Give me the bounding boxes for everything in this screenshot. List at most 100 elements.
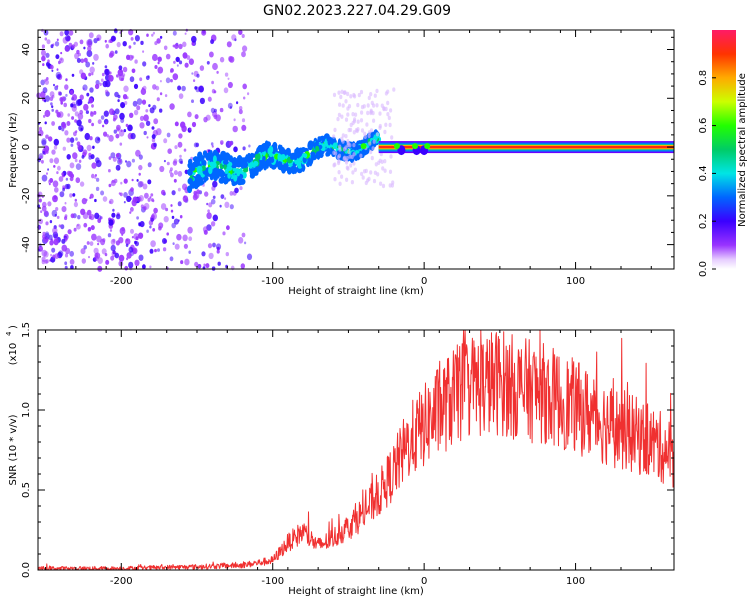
trace-blob	[276, 161, 283, 168]
noise-speck	[141, 99, 147, 105]
noise-speck	[72, 152, 78, 160]
noise-speck	[142, 50, 145, 53]
noise-speck	[210, 198, 216, 205]
noise-speck	[198, 85, 204, 93]
noise-speck	[134, 241, 139, 247]
trace-halo	[341, 139, 345, 144]
noise-speck	[70, 265, 74, 270]
noise-speck	[76, 119, 82, 127]
noise-speck	[142, 61, 147, 67]
noise-speck	[241, 118, 246, 123]
trace-halo	[363, 134, 367, 139]
noise-speck	[43, 114, 46, 118]
noise-speck	[121, 227, 125, 232]
snr-frame	[37, 329, 675, 571]
trace-blob	[291, 168, 296, 175]
trace-halo	[378, 125, 382, 130]
noise-speck	[61, 172, 64, 176]
noise-speck	[224, 201, 230, 208]
noise-speck	[104, 65, 108, 69]
noise-speck	[138, 164, 143, 171]
noise-speck	[173, 178, 177, 183]
snr-x-tick-label: 0	[421, 576, 427, 587]
noise-speck	[227, 77, 230, 81]
trace-halo	[359, 153, 363, 158]
trace-blob	[264, 140, 269, 148]
noise-speck	[47, 201, 52, 207]
noise-speck	[105, 43, 109, 49]
noise-speck	[39, 126, 42, 131]
noise-speck	[114, 50, 118, 54]
noise-speck	[46, 77, 49, 81]
trace-blob	[233, 174, 238, 182]
noise-speck	[87, 38, 93, 46]
noise-speck	[139, 77, 143, 82]
noise-speck	[89, 214, 95, 221]
noise-speck	[58, 224, 61, 228]
noise-speck	[91, 162, 97, 169]
noise-speck	[242, 45, 248, 52]
noise-speck	[136, 179, 139, 182]
trace-halo	[381, 166, 385, 171]
noise-speck	[177, 85, 182, 91]
noise-speck	[103, 131, 108, 137]
noise-speck	[92, 62, 95, 65]
noise-speck	[60, 101, 63, 105]
noise-speck	[174, 43, 179, 49]
noise-speck	[212, 242, 216, 248]
trace-blob	[258, 164, 262, 172]
noise-speck	[51, 105, 54, 108]
noise-speck	[116, 153, 120, 158]
noise-speck	[210, 221, 216, 227]
noise-speck	[228, 55, 233, 62]
colorbar-tick-label: 0.4	[698, 165, 709, 181]
noise-speck	[138, 232, 144, 239]
noise-speck	[165, 53, 171, 60]
noise-speck	[123, 85, 129, 93]
noise-speck	[118, 254, 125, 262]
trace-halo	[350, 180, 354, 185]
noise-speck	[170, 209, 174, 213]
noise-speck	[65, 34, 71, 42]
noise-speck	[139, 181, 144, 187]
noise-speck	[88, 118, 92, 124]
noise-speck	[196, 189, 200, 194]
noise-speck	[145, 120, 151, 127]
trace-halo	[383, 168, 387, 173]
noise-speck	[64, 46, 70, 52]
noise-speck	[53, 238, 59, 246]
noise-speck	[151, 33, 154, 37]
trace-blob	[253, 160, 259, 167]
noise-speck	[61, 206, 67, 213]
colorbar-label: Normalized spectral amplitude	[737, 73, 748, 227]
noise-speck	[118, 237, 124, 244]
noise-speck	[97, 137, 100, 141]
noise-speck	[56, 38, 59, 42]
noise-speck	[59, 91, 62, 96]
noise-speck	[101, 78, 104, 82]
noise-speck	[177, 201, 182, 207]
snr-y-scale-exponent: 4	[5, 331, 13, 336]
noise-speck	[120, 78, 123, 81]
noise-speck	[52, 195, 58, 203]
snr-y-axis-label: SNR (10 * v/v)	[8, 414, 19, 485]
trace-blob	[265, 159, 271, 167]
noise-speck	[143, 130, 147, 136]
noise-speck	[115, 133, 120, 139]
noise-speck	[191, 41, 195, 46]
noise-speck	[229, 204, 234, 210]
noise-speck	[135, 236, 139, 241]
noise-speck	[60, 58, 63, 61]
noise-speck	[41, 205, 47, 212]
snr-y-tick-label: 1.5	[21, 322, 32, 338]
noise-speck	[165, 207, 169, 212]
noise-speck	[105, 259, 110, 265]
noise-speck	[172, 30, 177, 36]
noise-speck	[159, 108, 163, 113]
noise-speck	[119, 142, 123, 146]
snr-x-axis-label: Height of straight line (km)	[288, 586, 424, 597]
trace-halo	[346, 112, 350, 117]
noise-speck	[105, 121, 108, 124]
noise-speck	[189, 127, 192, 131]
noise-speck	[113, 114, 118, 120]
